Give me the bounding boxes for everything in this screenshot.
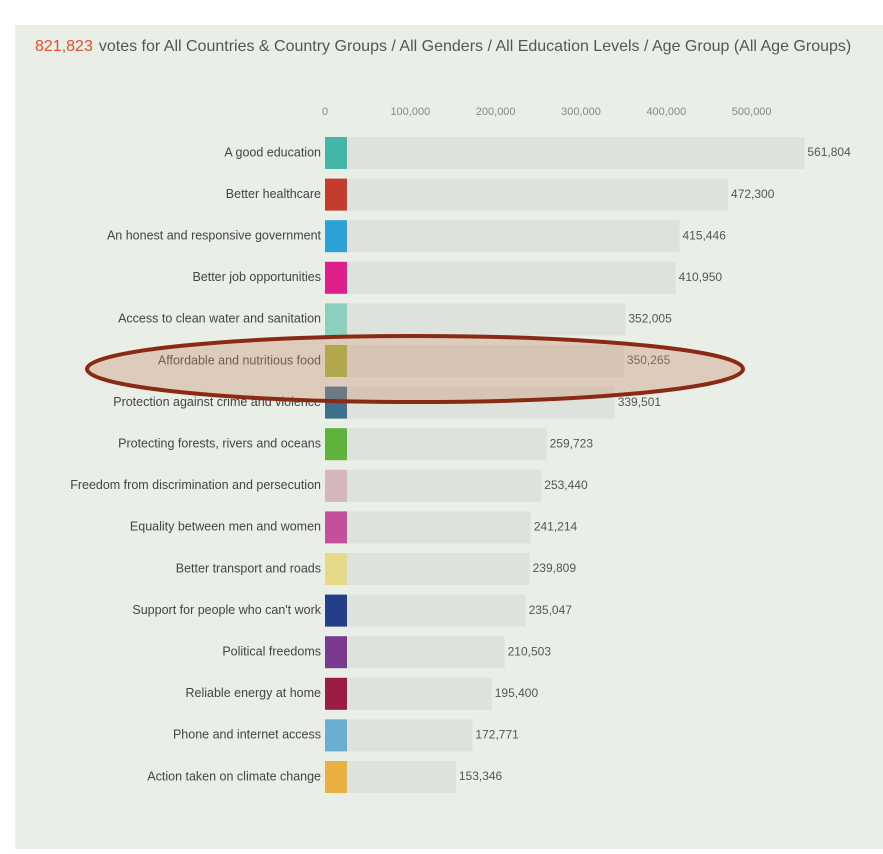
bar <box>325 220 680 253</box>
category-label: A good education <box>224 145 321 159</box>
bar <box>325 469 542 502</box>
value-label: 472,300 <box>731 187 775 201</box>
bar-swatch <box>325 594 347 627</box>
bar-swatch <box>325 677 347 710</box>
value-label: 172,771 <box>475 728 519 742</box>
value-label: 239,809 <box>533 561 577 575</box>
value-label: 235,047 <box>529 603 573 617</box>
value-label: 241,214 <box>534 520 578 534</box>
value-label: 561,804 <box>807 145 851 159</box>
bar-swatch <box>325 469 347 502</box>
bar <box>325 261 676 294</box>
bar <box>325 594 526 627</box>
category-label: Phone and internet access <box>173 728 321 742</box>
category-label: Protecting forests, rivers and oceans <box>118 436 321 450</box>
category-label: Better transport and roads <box>176 561 321 575</box>
vote-count: 821,823 <box>35 38 93 55</box>
bar-swatch <box>325 303 347 336</box>
value-label: 350,265 <box>627 353 671 367</box>
x-tick-label: 200,000 <box>476 106 516 118</box>
bar-swatch <box>325 761 347 793</box>
category-label: Affordable and nutritious food <box>158 353 321 367</box>
category-label: Access to clean water and sanitation <box>118 312 321 326</box>
bar <box>325 178 729 211</box>
category-label: Action taken on climate change <box>147 769 321 783</box>
value-label: 195,400 <box>495 686 539 700</box>
bar-swatch <box>325 137 347 169</box>
bar <box>325 137 805 169</box>
value-label: 415,446 <box>683 228 727 242</box>
value-label: 410,950 <box>679 270 723 284</box>
x-tick-label: 500,000 <box>732 106 772 118</box>
x-tick-label: 0 <box>322 106 328 118</box>
category-label: Support for people who can't work <box>132 603 321 617</box>
bar-swatch <box>325 345 347 377</box>
annotation-ellipse <box>85 334 745 404</box>
bar <box>325 636 505 669</box>
bar-swatch <box>325 511 347 544</box>
bar <box>325 511 531 544</box>
x-tick-label: 400,000 <box>646 106 686 118</box>
bar <box>325 719 473 752</box>
bar-swatch <box>325 220 347 253</box>
value-label: 253,440 <box>544 478 588 492</box>
value-label: 339,501 <box>618 395 662 409</box>
value-label: 210,503 <box>508 644 552 658</box>
bar-swatch <box>325 636 347 669</box>
category-label: Reliable energy at home <box>186 686 322 700</box>
bar <box>325 303 626 336</box>
chart-header: 821,823 votes for All Countries & Country… <box>35 38 851 55</box>
category-label: Better healthcare <box>226 187 321 201</box>
category-label: Better job opportunities <box>192 270 321 284</box>
bar-swatch <box>325 553 347 585</box>
bar-swatch <box>325 261 347 294</box>
value-label: 153,346 <box>459 769 503 783</box>
value-label: 352,005 <box>628 312 672 326</box>
bar-swatch <box>325 428 347 461</box>
bar-swatch <box>325 719 347 752</box>
x-tick-label: 300,000 <box>561 106 601 118</box>
x-tick-label: 100,000 <box>390 106 430 118</box>
bar <box>325 553 530 585</box>
bar <box>325 345 624 377</box>
value-label: 259,723 <box>550 436 594 450</box>
category-label: An honest and responsive government <box>107 228 322 242</box>
category-label: Freedom from discrimination and persecut… <box>70 478 321 492</box>
bar-swatch <box>325 178 347 211</box>
bar <box>325 677 492 710</box>
bar <box>325 428 547 461</box>
category-label: Political freedoms <box>222 644 321 658</box>
category-label: Equality between men and women <box>130 520 321 534</box>
chart-title: votes for All Countries & Country Groups… <box>99 38 851 55</box>
